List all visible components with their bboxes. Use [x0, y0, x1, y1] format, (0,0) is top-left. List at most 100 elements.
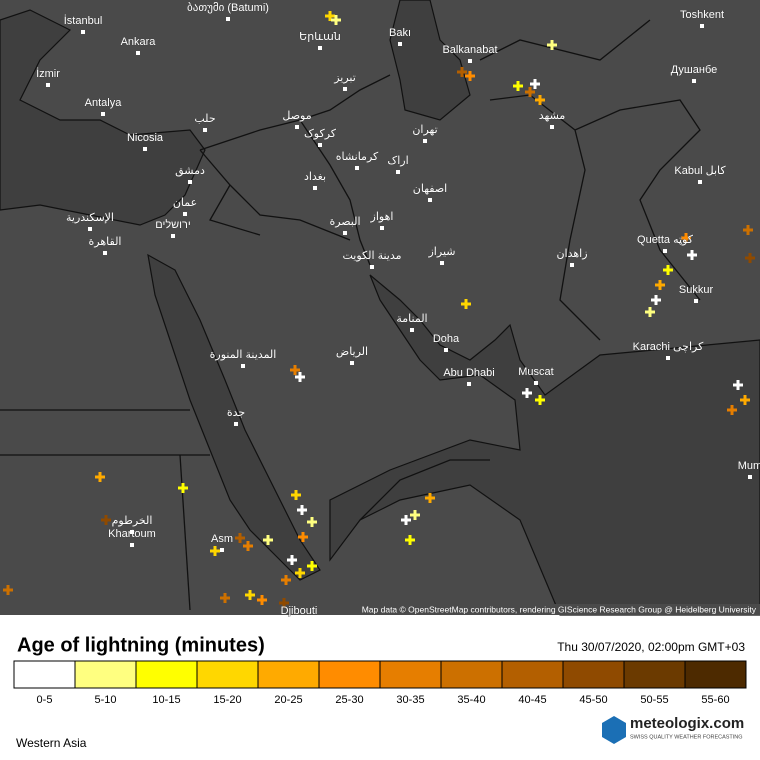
lightning-strike	[243, 541, 253, 551]
lightning-strike	[525, 87, 535, 97]
city-label: Asm	[211, 533, 233, 545]
city-label: Bakı	[389, 27, 411, 39]
lightning-strike	[257, 595, 267, 605]
lightning-strike	[465, 71, 475, 81]
brand-tagline: SWISS QUALITY WEATHER FORECASTING	[630, 734, 743, 740]
lightning-strike	[535, 95, 545, 105]
city-dot	[203, 128, 207, 132]
city-dot	[297, 620, 301, 624]
city-dot	[136, 51, 140, 55]
city-label: القاهرة	[89, 236, 122, 248]
city-label: شیراز	[428, 246, 456, 258]
city-dot	[350, 361, 354, 365]
lightning-strike	[287, 555, 297, 565]
legend: 0-5 5-10 10-15 15-20 20-25 25-30 30-35 35-40 40-…	[13, 660, 747, 706]
legend-label: 5-10	[94, 694, 116, 706]
legend-swatch	[74, 660, 137, 689]
city-dot	[313, 186, 317, 190]
lightning-strike	[522, 388, 532, 398]
region-name: Western Asia	[16, 736, 87, 750]
city-label: Душанбе	[671, 64, 718, 76]
city-dot	[81, 30, 85, 34]
city-label: Balkanabat	[442, 44, 497, 56]
lightning-strike	[331, 15, 341, 25]
lightning-strike	[245, 590, 255, 600]
legend-label: 0-5	[37, 694, 53, 706]
city-label: Abu Dhabi	[443, 367, 494, 379]
lightning-strike	[645, 307, 655, 317]
city-label: المنامة	[396, 313, 427, 325]
legend-swatch	[440, 660, 503, 689]
city-dot	[467, 382, 471, 386]
city-label: عمان	[173, 197, 197, 209]
city-label: Quetta کوټه	[637, 234, 694, 246]
legend-swatch	[501, 660, 564, 689]
city-dot	[234, 422, 238, 426]
city-dot	[188, 180, 192, 184]
lightning-strike	[401, 515, 411, 525]
city-dot	[468, 59, 472, 63]
city-label: کرمانشاه	[336, 151, 379, 163]
red-sea	[147, 253, 321, 581]
legend-label: 25-30	[335, 694, 363, 706]
lightning-strike	[681, 233, 691, 243]
city-dot	[318, 46, 322, 50]
city-label: الخرطوم	[112, 515, 153, 527]
city-dot	[101, 112, 105, 116]
legend-swatch	[623, 660, 686, 689]
city-dot	[410, 328, 414, 332]
city-label: Երևան	[299, 31, 341, 43]
city-label: İzmir	[36, 67, 60, 80]
lightning-strike	[307, 561, 317, 571]
lightning-strike	[530, 79, 540, 89]
legend-swatch	[318, 660, 381, 689]
city-label: Mum	[738, 460, 760, 472]
city-dot	[171, 234, 175, 238]
city-dot	[143, 147, 147, 151]
legend-swatch	[135, 660, 198, 689]
legend-label: 10-15	[152, 694, 180, 706]
city-label: مدينة الكويت	[342, 250, 401, 262]
city-dot	[130, 530, 134, 534]
city-label: ბათუმი (Batumi)	[187, 2, 269, 14]
city-label: البصرة	[329, 216, 360, 228]
city-dot	[220, 548, 224, 552]
city-dot	[396, 170, 400, 174]
city-label: اهواز	[370, 211, 394, 223]
city-dot	[241, 364, 245, 368]
city-dot	[130, 543, 134, 547]
legend-title: Age of lightning (minutes)	[17, 634, 265, 656]
lightning-strike	[297, 505, 307, 515]
city-dot	[343, 231, 347, 235]
lightning-strike	[298, 532, 308, 542]
city-dot	[663, 249, 667, 253]
city-label: تهران	[412, 124, 437, 136]
mediterranean	[0, 9, 206, 226]
city-dot	[295, 125, 299, 129]
city-dot	[380, 226, 384, 230]
legend-swatch	[257, 660, 320, 689]
brand-logo: meteologix.com SWISS QUALITY WEATHER FOR…	[602, 715, 744, 744]
lightning-strikes	[3, 11, 755, 608]
lightning-strike	[663, 265, 673, 275]
city-dot	[343, 87, 347, 91]
city-dot	[570, 263, 574, 267]
city-label: تبریز	[333, 72, 356, 84]
city-label: اصفهان	[413, 183, 447, 195]
city-dot	[692, 79, 696, 83]
city-label: Doha	[433, 333, 460, 345]
lightning-strike	[405, 535, 415, 545]
legend-label: 20-25	[274, 694, 302, 706]
city-label: جدة	[227, 407, 245, 419]
brand-name: meteologix.com	[630, 715, 744, 732]
city-label: İstanbul	[64, 14, 103, 27]
city-label: Sukkur	[679, 284, 714, 296]
lightning-strike	[290, 365, 300, 375]
map-attribution: Map data © OpenStreetMap contributors, r…	[362, 604, 757, 614]
city-label: اراک	[387, 155, 408, 167]
lightning-strike	[295, 568, 305, 578]
city-dot	[103, 251, 107, 255]
city-dot	[440, 261, 444, 265]
legend-swatch	[379, 660, 442, 689]
city-label: Ankara	[121, 36, 157, 48]
